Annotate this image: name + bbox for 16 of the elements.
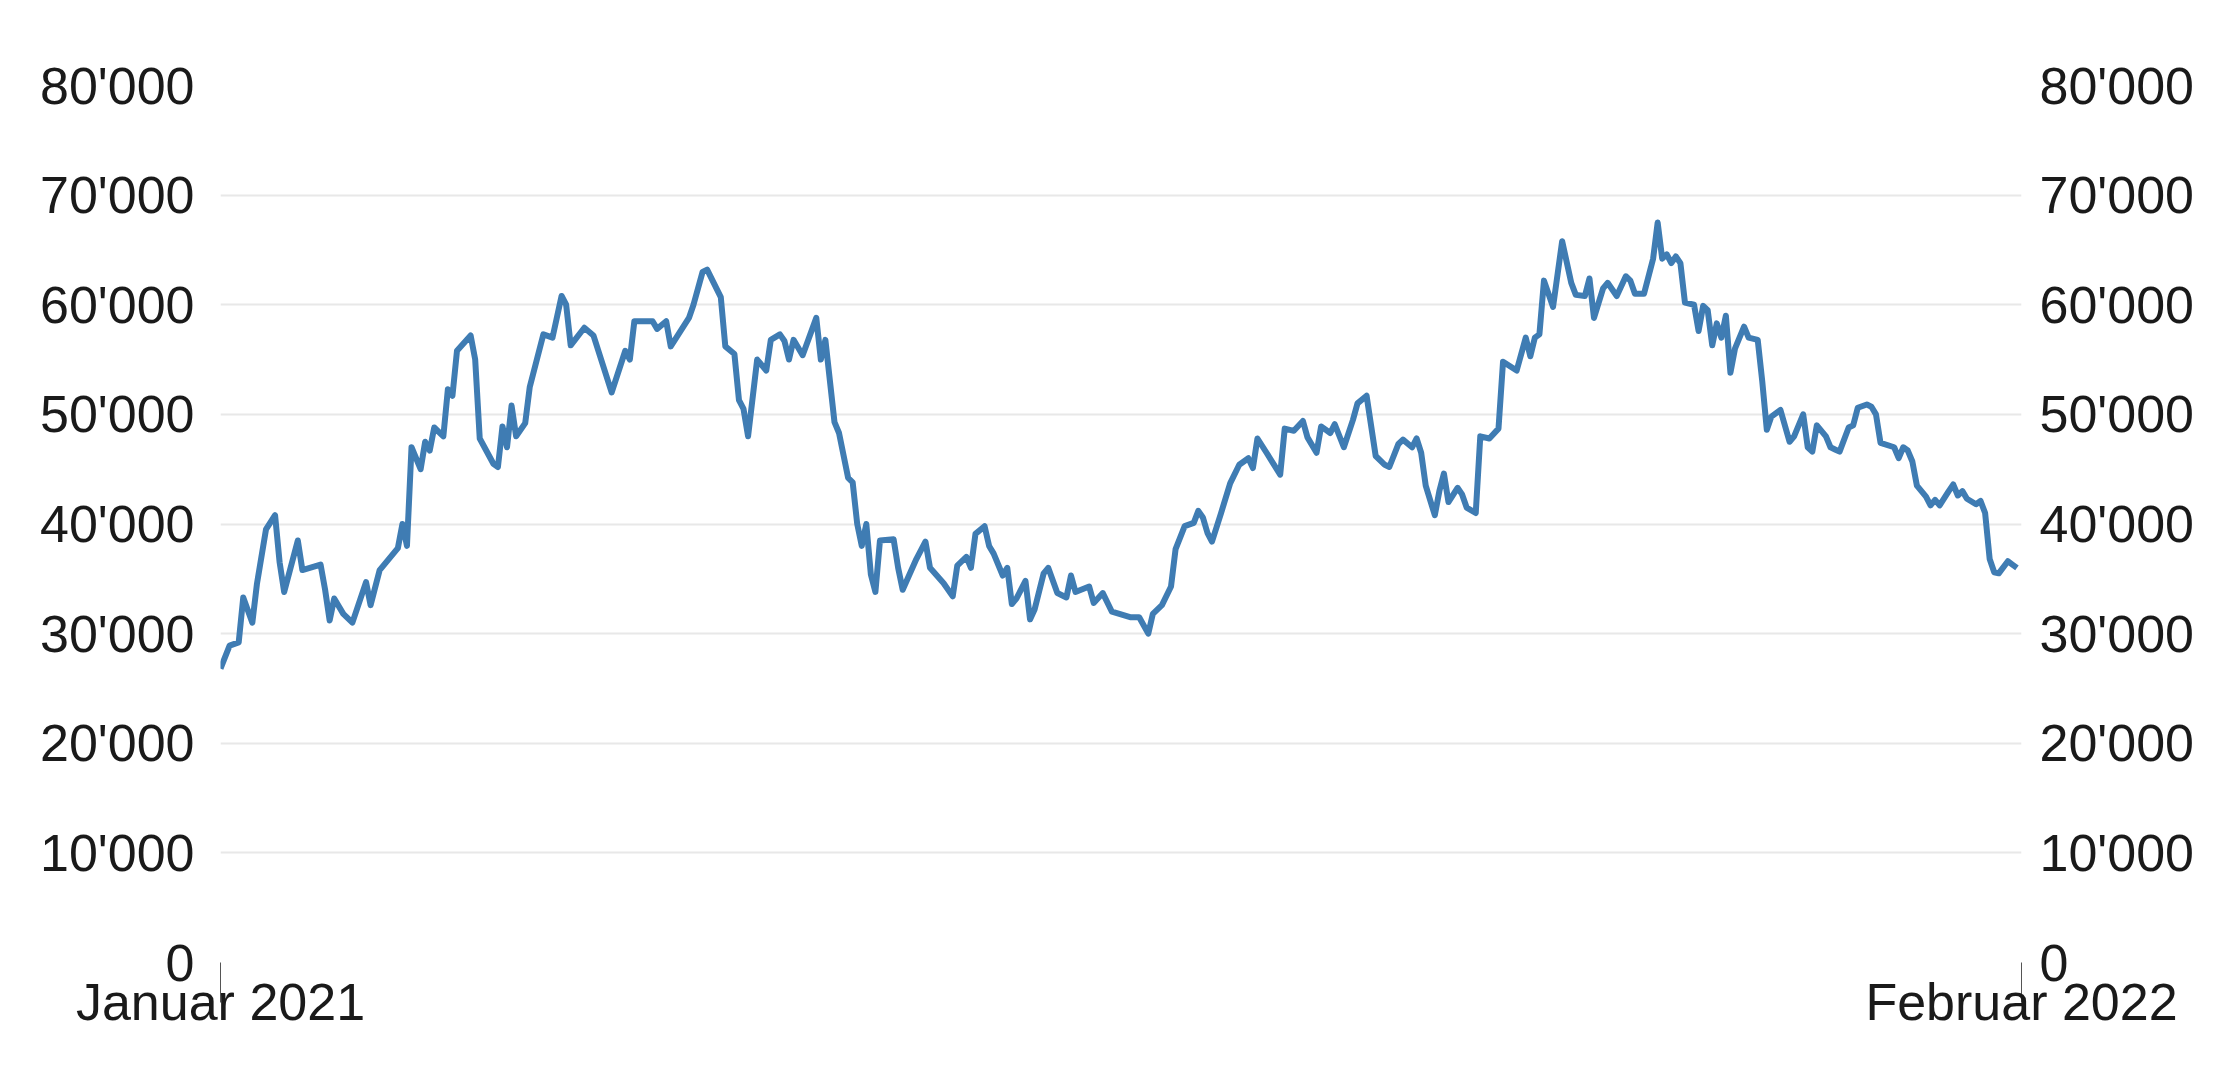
- y-tick-label: 60'000: [39, 275, 195, 334]
- y2-tick-label: 70'000: [2039, 166, 2195, 225]
- y-tick-label: 70'000: [39, 166, 195, 225]
- y-tick-label: 40'000: [39, 495, 195, 553]
- y-tick-label: 10'000: [39, 823, 195, 882]
- y-tick-label: 30'000: [39, 604, 195, 663]
- y2-tick-label: 60'000: [2039, 275, 2195, 334]
- y2-tick-label: 10'000: [2039, 823, 2195, 882]
- y2-tick-label: 20'000: [2039, 714, 2195, 773]
- y2-tick-label: 30'000: [2039, 604, 2195, 663]
- y-tick-label: 20'000: [39, 714, 195, 773]
- y-tick-label: 80'000: [39, 56, 195, 115]
- y2-tick-label: 40'000: [2039, 495, 2195, 553]
- y2-tick-label: 50'000: [2039, 385, 2195, 444]
- y2-tick-label: 80'000: [2039, 56, 2195, 115]
- y-tick-label: 50'000: [39, 385, 195, 444]
